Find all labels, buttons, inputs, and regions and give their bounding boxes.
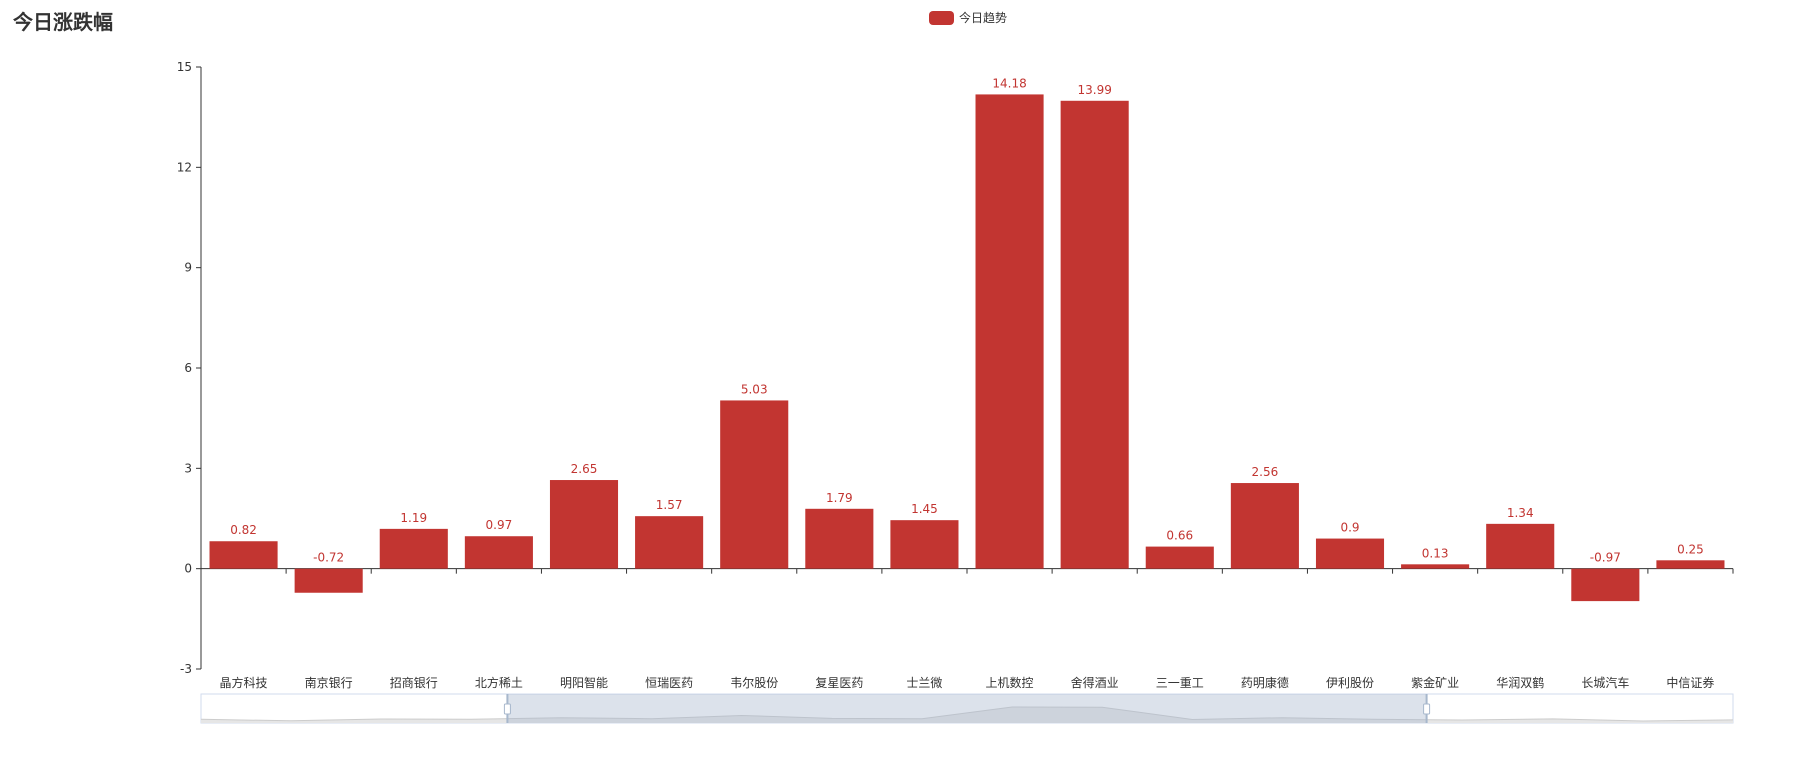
- legend-item-trend[interactable]: 今日趋势: [929, 9, 1007, 26]
- bar: [209, 541, 278, 569]
- data-label: 1.57: [656, 498, 683, 512]
- data-label: 5.03: [741, 382, 768, 396]
- zoom-grip-right[interactable]: [1423, 703, 1431, 715]
- x-tick-label: 上机数控: [986, 675, 1034, 690]
- x-tick-label: 紫金矿业: [1411, 675, 1459, 690]
- data-zoom-slider[interactable]: [200, 693, 1734, 724]
- data-label: 0.13: [1422, 546, 1449, 560]
- bar: [294, 568, 363, 593]
- x-tick-label: 三一重工: [1156, 676, 1204, 690]
- x-tick-label: 伊利股份: [1326, 676, 1374, 690]
- bar: [1656, 560, 1725, 569]
- zoom-data-line: [200, 706, 1734, 722]
- y-tick-label: 0: [184, 562, 192, 576]
- bar: [1486, 523, 1555, 569]
- data-label: 0.25: [1677, 542, 1704, 556]
- bar: [1145, 546, 1214, 569]
- axes: -3 0 3 6 9 12 15 晶方科技 南京银行 招商银行 北方稀土 明阳智能 恒瑞医药 韦尔股份 复星…: [177, 60, 1734, 690]
- bars: [209, 94, 1725, 602]
- x-tick-label: 晶方科技: [220, 675, 268, 690]
- bar: [379, 528, 448, 569]
- x-tick-label: 招商银行: [390, 675, 438, 690]
- bar: [720, 400, 789, 569]
- bar: [805, 508, 874, 569]
- data-label: 1.34: [1507, 506, 1534, 520]
- bar: [1315, 538, 1385, 569]
- zoom-grip-left[interactable]: [503, 703, 511, 715]
- x-tick-label: 南京银行: [305, 675, 353, 690]
- x-tick-label: 中信证券: [1666, 675, 1714, 690]
- data-label: 2.65: [571, 462, 598, 476]
- data-label: 1.19: [400, 511, 427, 525]
- zoom-selection[interactable]: [507, 694, 1427, 723]
- bar: [1060, 100, 1129, 569]
- y-tick-label: -3: [180, 662, 192, 676]
- bar: [1571, 568, 1640, 602]
- data-label: 13.99: [1077, 83, 1111, 97]
- bar: [975, 94, 1044, 569]
- x-tick-label: 恒瑞医药: [645, 676, 693, 690]
- bar: [549, 480, 619, 569]
- x-tick-label: 药明康德: [1241, 675, 1289, 690]
- bar: [1401, 564, 1470, 569]
- data-label: 0.82: [230, 523, 257, 537]
- x-tick-label: 长城汽车: [1581, 675, 1629, 690]
- x-tick-label: 明阳智能: [560, 675, 608, 690]
- y-tick-label: 15: [177, 60, 192, 74]
- x-tick-label: 复星医药: [815, 676, 863, 690]
- data-label: 0.97: [486, 518, 513, 532]
- bar: [635, 516, 704, 569]
- data-label: 14.18: [992, 76, 1026, 90]
- bar: [890, 520, 959, 569]
- x-tick-label: 舍得酒业: [1071, 675, 1119, 690]
- data-label: 0.66: [1166, 529, 1193, 543]
- data-label: -0.97: [1590, 551, 1621, 565]
- x-tick-label: 华润双鹤: [1496, 675, 1544, 690]
- y-tick-label: 9: [184, 261, 192, 275]
- y-tick-label: 3: [184, 461, 192, 475]
- x-tick-label: 北方稀土: [475, 675, 523, 690]
- data-labels: 0.82 -0.72 1.19 0.97 2.65 1.57 5.03 1.79 1.45 14.…: [230, 76, 1704, 564]
- x-tick-label: 士兰微: [906, 676, 942, 690]
- x-tick-label: 韦尔股份: [730, 675, 778, 690]
- data-label: 2.56: [1252, 465, 1279, 479]
- y-tick-label: 6: [184, 361, 192, 375]
- y-tick-label: 12: [177, 160, 192, 174]
- legend-label: 今日趋势: [959, 11, 1008, 25]
- legend-swatch: [929, 10, 954, 25]
- data-label: 1.79: [826, 491, 853, 505]
- data-label: 1.45: [911, 502, 938, 516]
- data-label: -0.72: [313, 551, 344, 565]
- bar: [464, 536, 533, 569]
- bar: [1230, 483, 1299, 569]
- chart-title: 今日涨跌幅: [13, 10, 113, 34]
- data-label: 0.9: [1340, 521, 1359, 535]
